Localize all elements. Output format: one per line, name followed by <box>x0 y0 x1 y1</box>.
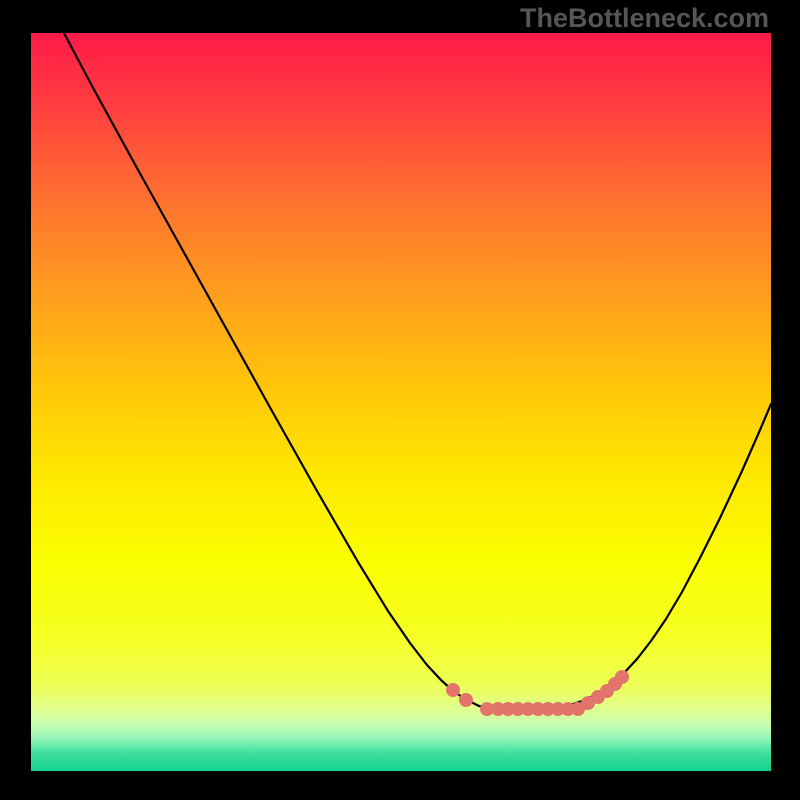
curve-marker <box>459 693 473 707</box>
curve-marker <box>615 670 629 684</box>
curve-layer <box>0 0 800 800</box>
bottleneck-curve <box>64 33 771 711</box>
curve-marker <box>446 683 460 697</box>
watermark-text: TheBottleneck.com <box>520 3 769 34</box>
